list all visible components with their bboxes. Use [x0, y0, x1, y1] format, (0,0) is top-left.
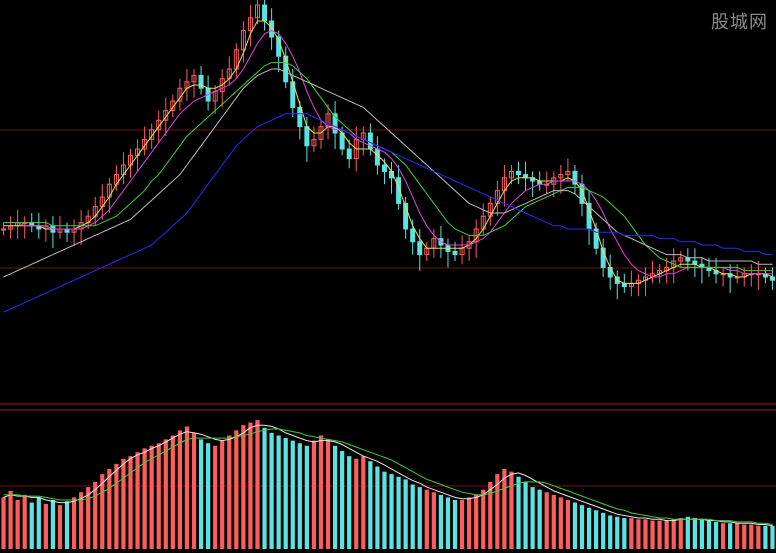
candle-body-20: [142, 138, 148, 150]
candle-body-80: [565, 170, 571, 176]
candle-body-40: [283, 55, 289, 83]
candle-body-85: [600, 247, 606, 268]
candle-body-58: [410, 228, 416, 243]
candle-body-86: [607, 266, 613, 278]
volume-line-ma5: [3, 424, 773, 527]
series-line-ma120: [3, 113, 773, 313]
candle-body-59: [417, 241, 423, 256]
candle-body-0: [1, 228, 7, 231]
candle-body-44: [311, 138, 317, 147]
candle-body-24: [170, 100, 176, 112]
candle-body-56: [396, 177, 402, 204]
series-line-ma10: [3, 30, 773, 278]
candle-body-79: [558, 174, 564, 179]
watermark: 股城网: [711, 12, 768, 33]
candle-body-42: [297, 106, 303, 128]
candle-body-22: [156, 119, 162, 131]
candle-body-73: [516, 170, 522, 176]
candle-body-35: [247, 17, 253, 32]
candle-body-96: [678, 257, 684, 262]
candle-body-47: [332, 113, 338, 134]
candle-body-28: [198, 74, 204, 89]
candle-body-64: [452, 250, 458, 256]
candle-body-31: [219, 78, 225, 92]
volume-line-ma10: [3, 428, 773, 525]
candle-body-57: [403, 202, 409, 230]
candle-body-54: [381, 164, 387, 172]
candle-body-36: [254, 4, 260, 19]
candle-body-34: [240, 30, 246, 51]
candle-body-27: [191, 74, 197, 83]
candle-body-72: [508, 170, 514, 179]
candle-body-23: [163, 110, 169, 121]
candle-body-109: [769, 276, 775, 281]
candle-body-21: [149, 129, 155, 140]
candle-body-43: [304, 126, 310, 147]
candle-body-81: [572, 170, 578, 185]
candle-body-49: [346, 148, 352, 160]
candle-body-37: [262, 4, 268, 22]
candle-body-38: [269, 20, 275, 38]
series-line-ma60: [3, 68, 773, 278]
series-line-ma5: [3, 20, 773, 284]
